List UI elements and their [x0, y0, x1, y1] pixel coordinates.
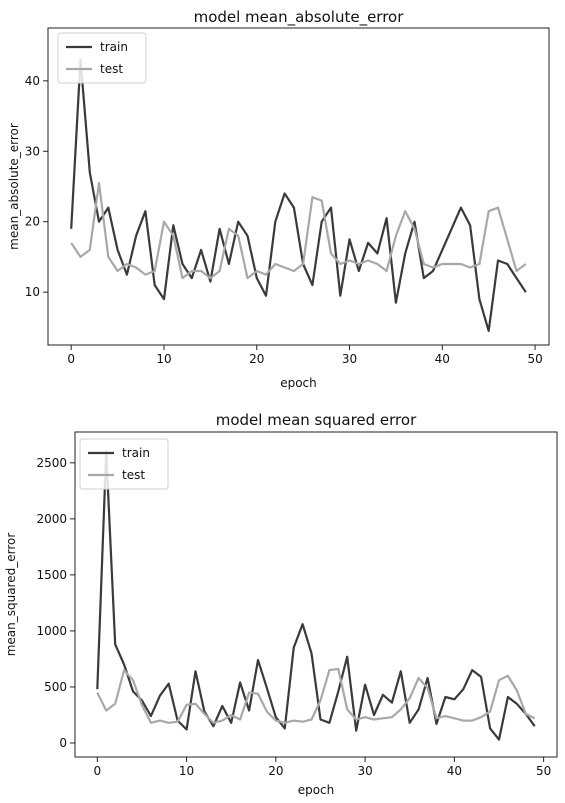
plot-frame: [47, 27, 550, 346]
legend: train test: [79, 438, 169, 490]
y-tick-label: 2000: [36, 512, 67, 526]
series-line-test: [70, 181, 527, 280]
series-line-train: [70, 58, 527, 332]
x-tick-label: 0: [93, 764, 101, 778]
plot-frame: [74, 431, 558, 758]
chart-title: model mean_absolute_error: [194, 8, 405, 27]
chart-title: model mean squared error: [216, 411, 417, 429]
legend-box: [57, 32, 147, 84]
y-tick-label: 0: [59, 736, 67, 750]
y-tick-label: 2500: [36, 456, 67, 470]
x-tick-label: 30: [342, 352, 357, 366]
y-axis-label: mean_squared_error: [4, 533, 18, 657]
x-tick-label: 50: [536, 764, 551, 778]
y-tick-label: 1500: [36, 568, 67, 582]
legend: train test: [57, 32, 147, 84]
x-tick-label: 0: [67, 352, 75, 366]
x-tick-label: 20: [268, 764, 283, 778]
y-tick-label: 1000: [36, 624, 67, 638]
legend-label-train: train: [122, 446, 150, 460]
x-axis-label: epoch: [280, 376, 317, 390]
y-tick-label: 30: [25, 144, 40, 158]
legend-label-test: test: [100, 62, 123, 76]
x-tick-label: 50: [527, 352, 542, 366]
x-tick-label: 10: [179, 764, 194, 778]
legend-label-train: train: [100, 40, 128, 54]
series-line-test: [96, 667, 536, 724]
x-tick-label: 30: [357, 764, 372, 778]
x-tick-label: 40: [435, 352, 450, 366]
y-axis-label: mean_absolute_error: [7, 123, 21, 250]
x-axis-label: epoch: [298, 783, 335, 797]
legend-label-test: test: [122, 468, 145, 482]
x-tick-label: 20: [249, 352, 264, 366]
y-tick-label: 500: [44, 680, 67, 694]
legend-box: [79, 438, 169, 490]
y-tick-label: 40: [25, 74, 40, 88]
x-tick-label: 10: [156, 352, 171, 366]
y-tick-label: 20: [25, 215, 40, 229]
series-line-train: [96, 450, 536, 741]
mae-chart: model mean_absolute_error 0 10 20 30 40 50 10 20…: [7, 8, 550, 390]
x-tick-label: 40: [447, 764, 462, 778]
y-tick-label: 10: [25, 285, 40, 299]
